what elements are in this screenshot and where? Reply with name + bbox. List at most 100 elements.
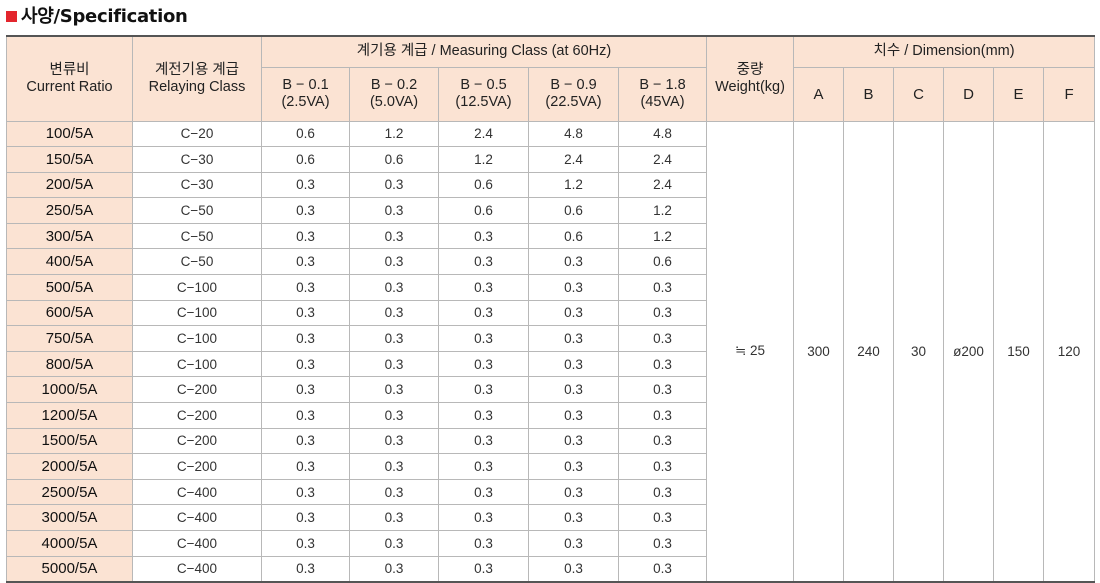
burden-header: B − 1.8 (45VA) bbox=[618, 66, 707, 122]
table-row: 5000/5A C−400 0.3 0.3 0.3 0.3 0.3 bbox=[6, 555, 1095, 583]
measuring-class-cell: 0.3 bbox=[261, 274, 350, 301]
burden-va: (2.5VA) bbox=[281, 94, 330, 110]
measuring-class-cell: 0.3 bbox=[618, 376, 707, 404]
measuring-class-cell: 0.3 bbox=[618, 350, 707, 378]
burden-va: (5.0VA) bbox=[369, 94, 419, 110]
measuring-class-cell: 0.3 bbox=[528, 325, 619, 352]
relaying-class-cell: C−100 bbox=[132, 325, 262, 352]
measuring-class-cell: 0.3 bbox=[349, 402, 439, 429]
measuring-class-cell: 0.6 bbox=[438, 171, 529, 199]
measuring-class-cell: 0.3 bbox=[528, 453, 619, 480]
table-row: 500/5A C−100 0.3 0.3 0.3 0.3 0.3 bbox=[6, 274, 1095, 301]
relaying-class-cell: C−200 bbox=[132, 453, 262, 480]
measuring-class-header: 계기용 계급 / Measuring Class (at 60Hz) bbox=[261, 35, 707, 68]
dimension-value-cell: 240 bbox=[843, 120, 894, 583]
table-row: 400/5A C−50 0.3 0.3 0.3 0.3 0.6 bbox=[6, 248, 1095, 276]
specification-table: 변류비 Current Ratio 계전기용 계급 Relaying Class… bbox=[6, 35, 1096, 583]
weight-header: 중량 Weight(kg) bbox=[706, 35, 794, 122]
measuring-class-cell: 0.6 bbox=[528, 222, 619, 250]
dimension-letter-header: B bbox=[843, 66, 894, 122]
relaying-class-header-en: Relaying Class bbox=[148, 78, 246, 95]
measuring-class-cell: 0.3 bbox=[528, 274, 619, 301]
measuring-class-cell: 0.3 bbox=[349, 299, 439, 327]
measuring-class-cell: 0.6 bbox=[528, 197, 619, 224]
relaying-class-cell: C−200 bbox=[132, 427, 262, 455]
dimension-letter-header: C bbox=[893, 66, 944, 122]
table-row: 4000/5A C−400 0.3 0.3 0.3 0.3 0.3 bbox=[6, 530, 1095, 557]
measuring-class-cell: 0.3 bbox=[528, 504, 619, 531]
measuring-class-cell: 0.3 bbox=[528, 530, 619, 557]
measuring-class-cell: 0.3 bbox=[349, 350, 439, 378]
measuring-class-cell: 1.2 bbox=[618, 197, 707, 224]
burden-header: B − 0.2 (5.0VA) bbox=[349, 66, 439, 122]
measuring-class-cell: 0.3 bbox=[261, 325, 350, 352]
dimension-letter-header: E bbox=[993, 66, 1044, 122]
dimension-value-cell: 300 bbox=[793, 120, 844, 583]
relaying-class-cell: C−50 bbox=[132, 197, 262, 224]
table-row: 150/5A C−30 0.6 0.6 1.2 2.4 2.4 bbox=[6, 146, 1095, 173]
measuring-class-cell: 0.3 bbox=[438, 222, 529, 250]
measuring-class-cell: 2.4 bbox=[618, 146, 707, 173]
relaying-class-cell: C−50 bbox=[132, 248, 262, 276]
measuring-class-cell: 0.3 bbox=[349, 274, 439, 301]
measuring-class-cell: 0.3 bbox=[438, 248, 529, 276]
measuring-class-cell: 0.3 bbox=[438, 453, 529, 480]
table-row: 250/5A C−50 0.3 0.3 0.6 0.6 1.2 bbox=[6, 197, 1095, 224]
current-ratio-cell: 3000/5A bbox=[6, 504, 133, 531]
measuring-class-cell: 0.3 bbox=[349, 530, 439, 557]
current-ratio-cell: 2500/5A bbox=[6, 478, 133, 506]
measuring-class-cell: 0.3 bbox=[349, 222, 439, 250]
measuring-class-cell: 0.3 bbox=[438, 299, 529, 327]
relaying-class-cell: C−30 bbox=[132, 171, 262, 199]
current-ratio-cell: 600/5A bbox=[6, 299, 133, 327]
measuring-class-cell: 2.4 bbox=[438, 120, 529, 148]
relaying-class-cell: C−50 bbox=[132, 222, 262, 250]
measuring-class-cell: 1.2 bbox=[349, 120, 439, 148]
measuring-class-cell: 0.6 bbox=[618, 248, 707, 276]
burden-header: B − 0.5 (12.5VA) bbox=[438, 66, 529, 122]
measuring-class-cell: 0.3 bbox=[438, 427, 529, 455]
current-ratio-cell: 150/5A bbox=[6, 146, 133, 173]
weight-header-en: Weight(kg) bbox=[715, 78, 785, 95]
measuring-class-cell: 0.3 bbox=[349, 325, 439, 352]
measuring-class-cell: 0.3 bbox=[349, 555, 439, 583]
measuring-class-cell: 0.3 bbox=[349, 478, 439, 506]
measuring-class-cell: 0.3 bbox=[438, 530, 529, 557]
burden-va: (45VA) bbox=[640, 94, 685, 110]
current-ratio-cell: 800/5A bbox=[6, 350, 133, 378]
dimension-letter-header: D bbox=[943, 66, 994, 122]
measuring-class-cell: 0.6 bbox=[438, 197, 529, 224]
table-row: 1500/5A C−200 0.3 0.3 0.3 0.3 0.3 bbox=[6, 427, 1095, 455]
relaying-class-cell: C−100 bbox=[132, 299, 262, 327]
relaying-class-cell: C−400 bbox=[132, 478, 262, 506]
measuring-class-cell: 0.3 bbox=[618, 402, 707, 429]
table-row: 300/5A C−50 0.3 0.3 0.3 0.6 1.2 bbox=[6, 222, 1095, 250]
relaying-class-cell: C−200 bbox=[132, 376, 262, 404]
current-ratio-cell: 400/5A bbox=[6, 248, 133, 276]
measuring-class-cell: 0.3 bbox=[261, 530, 350, 557]
measuring-class-cell: 0.3 bbox=[261, 427, 350, 455]
measuring-class-cell: 0.3 bbox=[261, 402, 350, 429]
table-row: 2000/5A C−200 0.3 0.3 0.3 0.3 0.3 bbox=[6, 453, 1095, 480]
measuring-class-cell: 0.3 bbox=[438, 325, 529, 352]
measuring-class-cell: 1.2 bbox=[618, 222, 707, 250]
measuring-class-cell: 0.3 bbox=[618, 504, 707, 531]
measuring-class-cell: 0.3 bbox=[261, 376, 350, 404]
current-ratio-cell: 5000/5A bbox=[6, 555, 133, 583]
table-row: 1200/5A C−200 0.3 0.3 0.3 0.3 0.3 bbox=[6, 402, 1095, 429]
relaying-class-cell: C−400 bbox=[132, 530, 262, 557]
measuring-class-cell: 0.3 bbox=[438, 274, 529, 301]
page-title-text: 사양/Specification bbox=[21, 6, 188, 27]
measuring-class-cell: 0.3 bbox=[438, 402, 529, 429]
measuring-class-cell: 0.3 bbox=[349, 197, 439, 224]
current-ratio-cell: 250/5A bbox=[6, 197, 133, 224]
measuring-class-cell: 0.3 bbox=[261, 350, 350, 378]
measuring-class-cell: 0.3 bbox=[349, 171, 439, 199]
measuring-class-cell: 0.3 bbox=[261, 197, 350, 224]
measuring-class-cell: 0.3 bbox=[438, 555, 529, 583]
measuring-class-cell: 0.3 bbox=[438, 350, 529, 378]
table-row: 200/5A C−30 0.3 0.3 0.6 1.2 2.4 bbox=[6, 171, 1095, 199]
current-ratio-cell: 100/5A bbox=[6, 120, 133, 148]
burden-label: B − 0.9 bbox=[550, 77, 597, 93]
measuring-class-cell: 2.4 bbox=[618, 171, 707, 199]
